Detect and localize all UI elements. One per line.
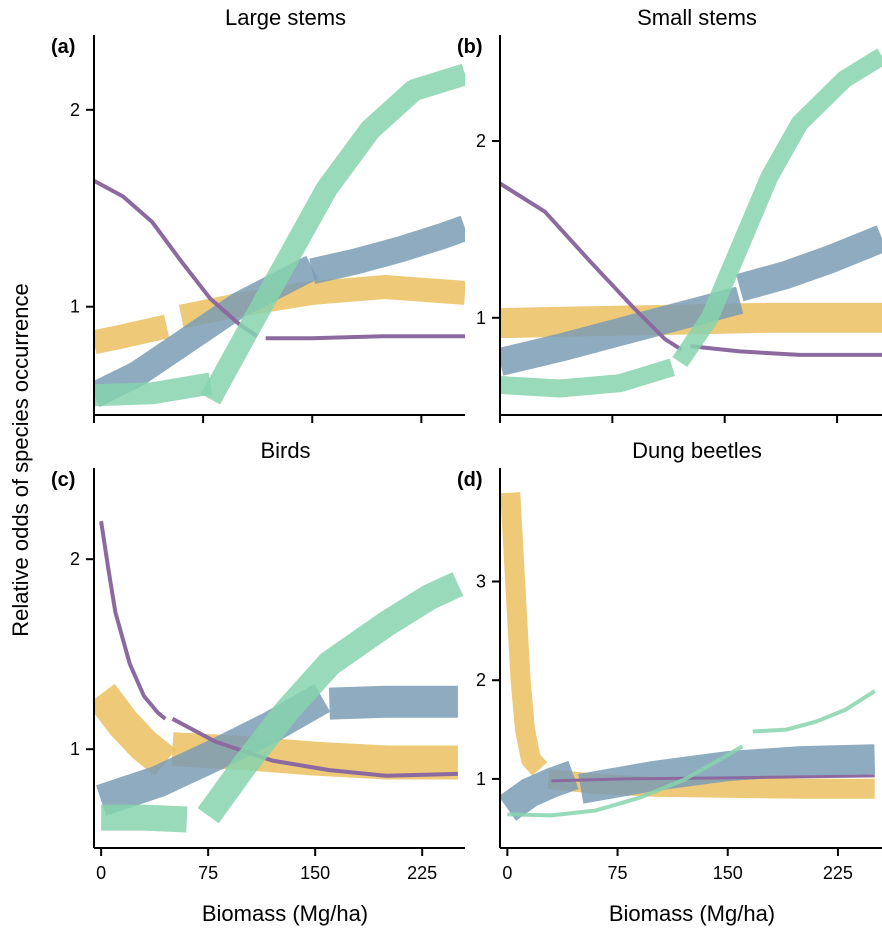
y-tick-label: 1 — [70, 297, 80, 317]
series-blue-segment-2 — [309, 215, 465, 284]
x-tick-label: 75 — [608, 863, 628, 883]
x-tick-label: 150 — [300, 863, 330, 883]
x-tick-label: 225 — [823, 863, 853, 883]
series-green-segment-1 — [507, 744, 744, 818]
series-purple-segment-2 — [690, 344, 882, 357]
x-tick-label: 0 — [96, 863, 106, 883]
panel-tag: (b) — [457, 36, 483, 58]
y-tick-label: 2 — [70, 100, 80, 120]
series-yellow-segment-1 — [500, 492, 548, 776]
panel-title: Dung beetles — [632, 438, 762, 463]
panel-title: Large stems — [225, 5, 346, 30]
y-tick-label: 3 — [476, 572, 486, 592]
series-layer — [500, 492, 876, 821]
chart-panel-3: 0 75 150 225 1 2 Birds (c) — [51, 438, 465, 883]
y-tick-label: 2 — [476, 131, 486, 151]
y-tick-label: 1 — [476, 769, 486, 789]
series-blue-segment-1 — [500, 760, 579, 821]
series-yellow-segment-1 — [94, 314, 170, 354]
series-blue-segment-2 — [328, 685, 458, 720]
series-green-segment-1 — [500, 358, 675, 398]
series-purple-segment-1 — [500, 181, 683, 352]
series-purple-segment-1 — [99, 520, 167, 721]
chart-panel-2: 1 2 Small stems (b) — [457, 5, 882, 423]
series-green-segment-2 — [672, 48, 882, 368]
series-blue-segment-2 — [736, 225, 882, 302]
panel-title: Birds — [260, 438, 310, 463]
x-tick-label: 225 — [407, 863, 437, 883]
y-axis-title: Relative odds of species occurrence — [8, 283, 33, 636]
series-layer — [94, 520, 464, 833]
x-axis-title-left: Biomass (Mg/ha) — [202, 901, 368, 926]
series-green-segment-2 — [197, 572, 464, 824]
chart-panel-4: 0 75 150 225 1 2 3 Dung beetles (d) — [457, 438, 882, 883]
y-tick-label: 1 — [70, 739, 80, 759]
series-purple-segment-2 — [265, 334, 465, 341]
y-tick-label: 2 — [70, 549, 80, 569]
x-tick-label: 0 — [502, 863, 512, 883]
y-tick-label: 1 — [476, 308, 486, 328]
x-tick-label: 150 — [713, 863, 743, 883]
x-tick-label: 75 — [198, 863, 218, 883]
panel-tag: (a) — [51, 36, 75, 58]
series-purple-segment-1 — [551, 774, 875, 783]
series-layer — [94, 63, 465, 407]
panel-tag: (d) — [457, 469, 483, 491]
panel-tag: (c) — [51, 469, 75, 491]
series-purple-segment-2 — [171, 717, 458, 778]
series-blue-segment-1 — [500, 286, 744, 376]
series-yellow-segment-1 — [94, 683, 176, 776]
chart-panel-1: 1 2 Large stems (a) — [51, 5, 465, 423]
x-axis-title-right: Biomass (Mg/ha) — [609, 901, 775, 926]
panel-title: Small stems — [637, 5, 757, 30]
series-green-segment-2 — [200, 63, 465, 405]
series-green-segment-2 — [752, 689, 876, 734]
series-green-segment-1 — [94, 372, 213, 407]
y-tick-label: 2 — [476, 670, 486, 690]
series-green-segment-1 — [101, 804, 188, 833]
series-layer — [500, 48, 882, 398]
